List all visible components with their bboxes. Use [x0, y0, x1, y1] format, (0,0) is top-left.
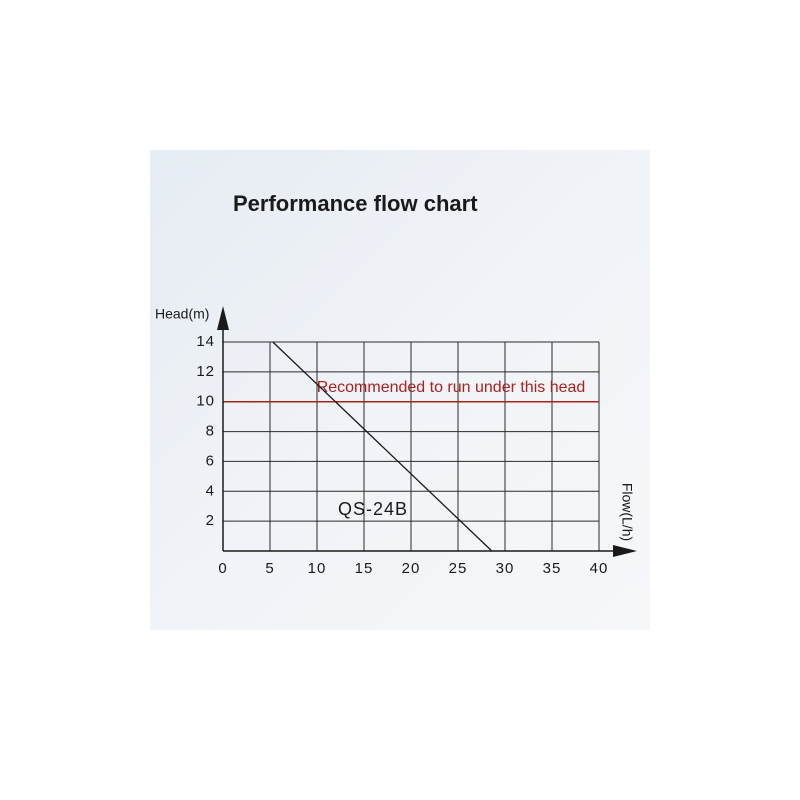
y-tick-label: 4	[206, 482, 215, 499]
x-tick-label: 40	[590, 560, 609, 577]
plot-area: 2 4 6 8 10 12 14 0 5 10 15 20 25 30 35 40 Recommended to…	[196, 333, 609, 577]
panel-background	[150, 150, 650, 630]
series-line	[272, 341, 493, 552]
x-tick-label: 0	[218, 560, 227, 577]
x-tick-label: 5	[265, 560, 274, 577]
y-tick-label: 8	[206, 423, 215, 440]
series-label: QS-24B	[338, 499, 408, 519]
x-axis-label: Flow(L/h)	[619, 483, 635, 541]
x-tick-label: 25	[449, 560, 468, 577]
reference-label: Recommended to run under this head	[317, 379, 586, 396]
y-axis-label: Head(m)	[155, 306, 209, 322]
y-tick-label: 6	[206, 452, 215, 469]
x-axis-arrow	[613, 545, 637, 557]
y-tick-label: 14	[196, 333, 215, 350]
y-tick-label: 2	[206, 512, 215, 529]
x-tick-label: 35	[543, 560, 562, 577]
x-tick-label: 30	[496, 560, 515, 577]
x-tick-label: 20	[402, 560, 421, 577]
x-tick-label: 10	[308, 560, 327, 577]
chart-title: Performance flow chart	[233, 191, 478, 216]
y-tick-label: 10	[196, 393, 215, 410]
y-tick-label: 12	[196, 363, 215, 380]
x-tick-label: 15	[355, 560, 374, 577]
y-axis-arrow	[217, 306, 229, 330]
